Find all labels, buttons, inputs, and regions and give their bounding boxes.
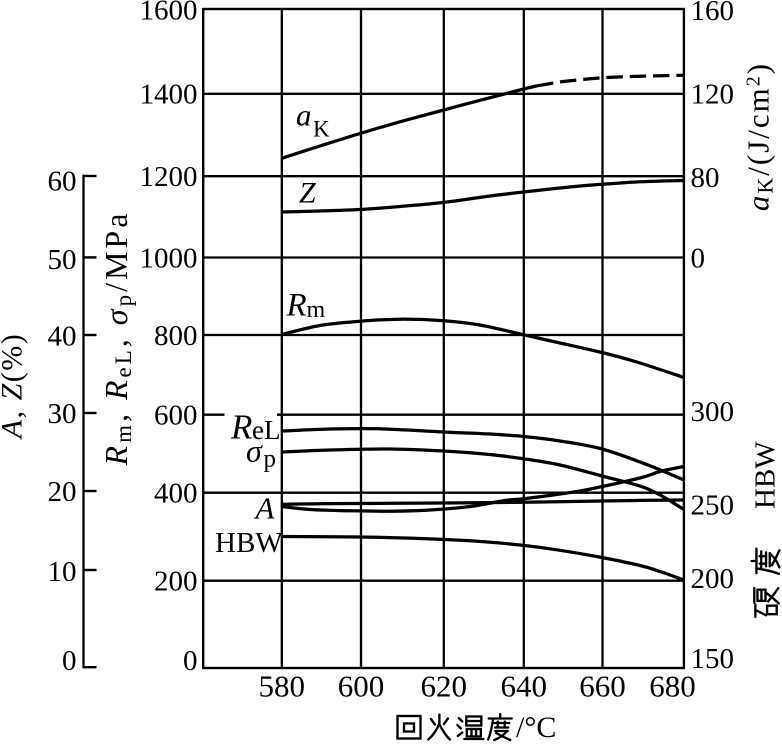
svg-text:660: 660 [579,669,626,704]
svg-text:K: K [313,117,330,142]
svg-text:400: 400 [154,478,198,510]
svg-text:60: 60 [48,166,77,198]
svg-text:Rm, ReL, σp/MPa: Rm, ReL, σp/MPa [98,211,136,467]
svg-text:R: R [286,288,307,324]
svg-text:80: 80 [691,162,720,194]
svg-text:40: 40 [48,321,77,353]
svg-text:800: 800 [154,320,198,352]
svg-text:0: 0 [183,645,198,677]
svg-text:σ: σ [246,433,263,469]
svg-text:150: 150 [691,643,735,675]
svg-text:1000: 1000 [140,242,198,274]
svg-text:1200: 1200 [140,161,198,193]
svg-text:HBW: HBW [750,441,782,509]
svg-text:A: A [254,491,276,526]
svg-text:250: 250 [691,489,735,521]
svg-text:R: R [230,408,252,447]
svg-text:10: 10 [48,556,77,588]
svg-text:640: 640 [501,669,548,704]
svg-text:200: 200 [154,566,198,598]
svg-text:200: 200 [691,563,735,595]
svg-text:HBW: HBW [215,527,283,559]
svg-text:A, Z(%): A, Z(%) [0,333,29,441]
svg-text:120: 120 [691,79,735,111]
svg-text:eL: eL [252,415,280,445]
svg-text:/°C: /°C [516,711,556,744]
svg-text:Z: Z [299,176,316,209]
svg-text:0: 0 [691,242,706,274]
svg-text:680: 680 [649,669,696,704]
svg-text:600: 600 [154,400,198,432]
svg-text:50: 50 [48,244,77,276]
svg-text:1400: 1400 [140,79,198,111]
svg-text:160: 160 [691,0,735,27]
svg-text:m: m [307,297,326,323]
svg-text:600: 600 [338,669,385,704]
svg-text:0: 0 [62,645,77,677]
svg-text:1600: 1600 [140,0,198,27]
svg-text:a: a [296,98,312,133]
svg-text:30: 30 [48,398,77,430]
svg-text:20: 20 [48,476,77,508]
svg-text:p: p [264,446,277,473]
svg-text:300: 300 [691,396,735,428]
svg-text:620: 620 [421,669,468,704]
svg-text:580: 580 [259,669,306,704]
